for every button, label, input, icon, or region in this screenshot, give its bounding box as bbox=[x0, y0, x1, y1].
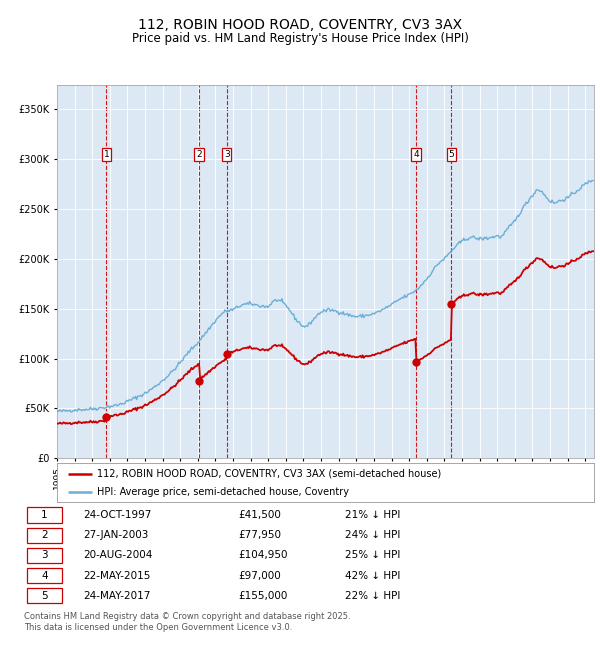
Text: 22-MAY-2015: 22-MAY-2015 bbox=[83, 571, 151, 580]
Text: 1: 1 bbox=[104, 150, 109, 159]
FancyBboxPatch shape bbox=[27, 528, 62, 543]
Text: Contains HM Land Registry data © Crown copyright and database right 2025.
This d: Contains HM Land Registry data © Crown c… bbox=[24, 612, 350, 632]
Text: 22% ↓ HPI: 22% ↓ HPI bbox=[346, 591, 401, 601]
Text: 4: 4 bbox=[413, 150, 419, 159]
Text: 4: 4 bbox=[41, 571, 47, 580]
FancyBboxPatch shape bbox=[27, 508, 62, 523]
Text: 3: 3 bbox=[224, 150, 230, 159]
Text: 2: 2 bbox=[196, 150, 202, 159]
Text: 21% ↓ HPI: 21% ↓ HPI bbox=[346, 510, 401, 520]
FancyBboxPatch shape bbox=[27, 568, 62, 583]
Text: £77,950: £77,950 bbox=[238, 530, 281, 540]
Text: 3: 3 bbox=[41, 551, 47, 560]
Text: 24-MAY-2017: 24-MAY-2017 bbox=[83, 591, 151, 601]
Text: 20-AUG-2004: 20-AUG-2004 bbox=[83, 551, 152, 560]
Text: 1: 1 bbox=[41, 510, 47, 520]
FancyBboxPatch shape bbox=[27, 548, 62, 563]
Text: 112, ROBIN HOOD ROAD, COVENTRY, CV3 3AX: 112, ROBIN HOOD ROAD, COVENTRY, CV3 3AX bbox=[138, 18, 462, 32]
Text: HPI: Average price, semi-detached house, Coventry: HPI: Average price, semi-detached house,… bbox=[97, 487, 349, 497]
Text: 42% ↓ HPI: 42% ↓ HPI bbox=[346, 571, 401, 580]
Text: Price paid vs. HM Land Registry's House Price Index (HPI): Price paid vs. HM Land Registry's House … bbox=[131, 32, 469, 45]
Text: 27-JAN-2003: 27-JAN-2003 bbox=[83, 530, 149, 540]
Text: 5: 5 bbox=[41, 591, 47, 601]
Text: 24-OCT-1997: 24-OCT-1997 bbox=[83, 510, 152, 520]
Text: £97,000: £97,000 bbox=[238, 571, 281, 580]
Text: 24% ↓ HPI: 24% ↓ HPI bbox=[346, 530, 401, 540]
Text: 25% ↓ HPI: 25% ↓ HPI bbox=[346, 551, 401, 560]
Text: £41,500: £41,500 bbox=[238, 510, 281, 520]
FancyBboxPatch shape bbox=[27, 588, 62, 603]
Text: 112, ROBIN HOOD ROAD, COVENTRY, CV3 3AX (semi-detached house): 112, ROBIN HOOD ROAD, COVENTRY, CV3 3AX … bbox=[97, 469, 442, 478]
Text: 5: 5 bbox=[448, 150, 454, 159]
Text: £104,950: £104,950 bbox=[238, 551, 288, 560]
Text: £155,000: £155,000 bbox=[238, 591, 287, 601]
Text: 2: 2 bbox=[41, 530, 47, 540]
